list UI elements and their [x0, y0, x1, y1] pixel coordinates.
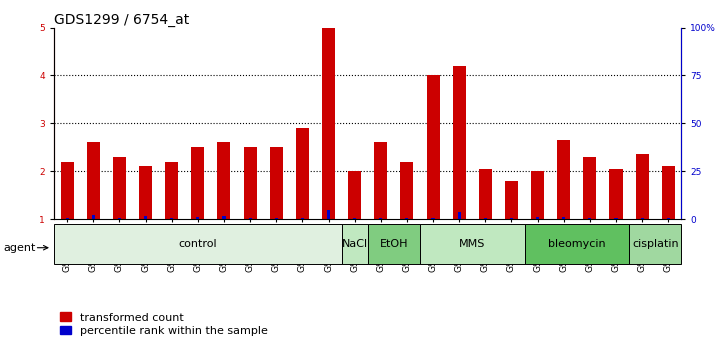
Bar — [374, 142, 387, 219]
Text: NaCl: NaCl — [342, 239, 368, 249]
Bar — [400, 161, 413, 219]
Bar — [562, 217, 565, 219]
Bar — [275, 218, 278, 219]
Bar — [583, 157, 596, 219]
Bar — [531, 171, 544, 219]
Text: EtOH: EtOH — [379, 239, 408, 249]
Text: GDS1299 / 6754_at: GDS1299 / 6754_at — [54, 12, 190, 27]
Bar — [118, 218, 121, 219]
Bar — [427, 76, 440, 219]
Bar — [453, 66, 466, 219]
Bar — [342, 224, 368, 264]
Bar — [431, 218, 435, 219]
Bar — [113, 157, 126, 219]
Bar — [662, 166, 675, 219]
Bar — [165, 161, 178, 219]
Bar — [636, 155, 649, 219]
Bar — [348, 171, 361, 219]
Bar — [484, 218, 487, 219]
Bar — [139, 166, 152, 219]
Bar — [405, 218, 409, 219]
Bar — [640, 218, 644, 219]
Bar — [322, 28, 335, 219]
Bar — [420, 224, 524, 264]
Bar — [510, 218, 513, 219]
Bar — [244, 147, 257, 219]
Bar — [536, 217, 539, 219]
Bar — [144, 216, 147, 219]
Bar — [66, 218, 68, 219]
Bar — [557, 140, 570, 219]
Text: MMS: MMS — [459, 239, 485, 249]
Bar — [249, 218, 252, 219]
Text: bleomycin: bleomycin — [548, 239, 606, 249]
Bar — [379, 218, 382, 219]
Bar — [222, 216, 226, 219]
Bar — [218, 142, 231, 219]
Bar — [588, 218, 591, 219]
Bar — [524, 224, 629, 264]
Text: agent: agent — [3, 243, 35, 253]
Legend: transformed count, percentile rank within the sample: transformed count, percentile rank withi… — [60, 313, 267, 336]
Bar — [458, 212, 461, 219]
Text: control: control — [179, 239, 217, 249]
Bar — [667, 218, 670, 219]
Bar — [92, 215, 95, 219]
Bar — [170, 218, 173, 219]
Bar — [87, 142, 99, 219]
Bar — [609, 169, 622, 219]
Bar — [505, 181, 518, 219]
Bar — [270, 147, 283, 219]
Bar — [629, 224, 681, 264]
Bar — [191, 147, 204, 219]
Bar — [614, 218, 618, 219]
Bar — [196, 217, 200, 219]
Bar — [368, 224, 420, 264]
Bar — [353, 218, 356, 219]
Bar — [327, 210, 330, 219]
Bar — [301, 218, 304, 219]
Bar — [296, 128, 309, 219]
Bar — [54, 224, 342, 264]
Bar — [61, 161, 74, 219]
Text: cisplatin: cisplatin — [632, 239, 678, 249]
Bar — [479, 169, 492, 219]
